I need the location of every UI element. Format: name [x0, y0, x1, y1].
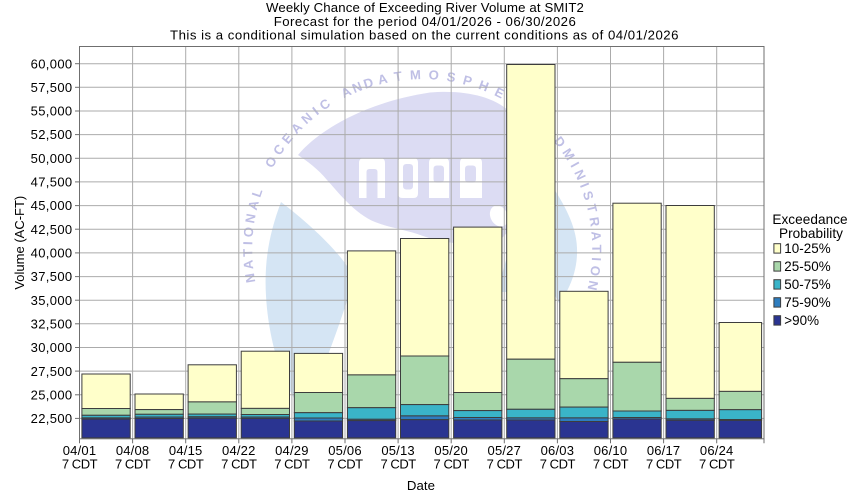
svg-text:04/22: 04/22: [222, 443, 256, 458]
svg-text:30,000: 30,000: [31, 340, 73, 355]
svg-text:47,500: 47,500: [31, 175, 73, 190]
svg-text:06/24: 06/24: [700, 443, 734, 458]
svg-text:7 CDT: 7 CDT: [699, 457, 735, 472]
svg-text:60,000: 60,000: [31, 56, 73, 71]
svg-text:04/08: 04/08: [116, 443, 150, 458]
svg-text:>90%: >90%: [784, 313, 819, 328]
svg-text:32,500: 32,500: [31, 316, 73, 331]
svg-text:25,000: 25,000: [31, 387, 73, 402]
svg-text:7 CDT: 7 CDT: [115, 457, 151, 472]
svg-text:04/29: 04/29: [275, 443, 309, 458]
svg-text:50-75%: 50-75%: [784, 277, 830, 292]
svg-text:05/06: 05/06: [328, 443, 362, 458]
svg-text:Exceedance: Exceedance: [772, 212, 847, 227]
svg-text:06/17: 06/17: [647, 443, 681, 458]
svg-text:57,500: 57,500: [31, 80, 73, 95]
svg-text:This is a conditional simulati: This is a conditional simulation based o…: [170, 27, 679, 42]
svg-text:7 CDT: 7 CDT: [380, 457, 416, 472]
svg-text:7 CDT: 7 CDT: [274, 457, 310, 472]
svg-text:7 CDT: 7 CDT: [221, 457, 257, 472]
svg-text:7 CDT: 7 CDT: [540, 457, 576, 472]
svg-text:Forecast for the period 04/01/: Forecast for the period 04/01/2026 - 06/…: [274, 14, 577, 29]
svg-text:04/15: 04/15: [169, 443, 203, 458]
svg-text:35,000: 35,000: [31, 293, 73, 308]
svg-text:10-25%: 10-25%: [784, 241, 830, 256]
svg-text:7 CDT: 7 CDT: [593, 457, 629, 472]
svg-text:50,000: 50,000: [31, 151, 73, 166]
svg-text:55,000: 55,000: [31, 104, 73, 119]
svg-text:37,500: 37,500: [31, 269, 73, 284]
svg-text:75-90%: 75-90%: [784, 295, 830, 310]
svg-text:04/01: 04/01: [63, 443, 97, 458]
svg-text:06/10: 06/10: [594, 443, 628, 458]
svg-text:05/27: 05/27: [488, 443, 522, 458]
svg-text:52,500: 52,500: [31, 127, 73, 142]
svg-text:40,000: 40,000: [31, 246, 73, 261]
svg-text:Weekly Chance of Exceeding Riv: Weekly Chance of Exceeding River Volume …: [266, 0, 584, 15]
svg-text:Probability: Probability: [779, 226, 843, 241]
svg-text:27,500: 27,500: [31, 364, 73, 379]
svg-text:7 CDT: 7 CDT: [327, 457, 363, 472]
svg-text:25-50%: 25-50%: [784, 259, 830, 274]
svg-text:7 CDT: 7 CDT: [62, 457, 98, 472]
svg-text:7 CDT: 7 CDT: [434, 457, 470, 472]
svg-text:7 CDT: 7 CDT: [487, 457, 523, 472]
svg-text:42,500: 42,500: [31, 222, 73, 237]
svg-text:05/20: 05/20: [434, 443, 468, 458]
svg-text:7 CDT: 7 CDT: [646, 457, 682, 472]
svg-text:05/13: 05/13: [381, 443, 415, 458]
svg-text:45,000: 45,000: [31, 198, 73, 213]
svg-text:06/03: 06/03: [541, 443, 575, 458]
svg-text:Date: Date: [407, 478, 435, 493]
svg-text:7 CDT: 7 CDT: [168, 457, 204, 472]
svg-text:Volume (AC-FT): Volume (AC-FT): [12, 196, 27, 290]
svg-text:22,500: 22,500: [31, 411, 73, 426]
